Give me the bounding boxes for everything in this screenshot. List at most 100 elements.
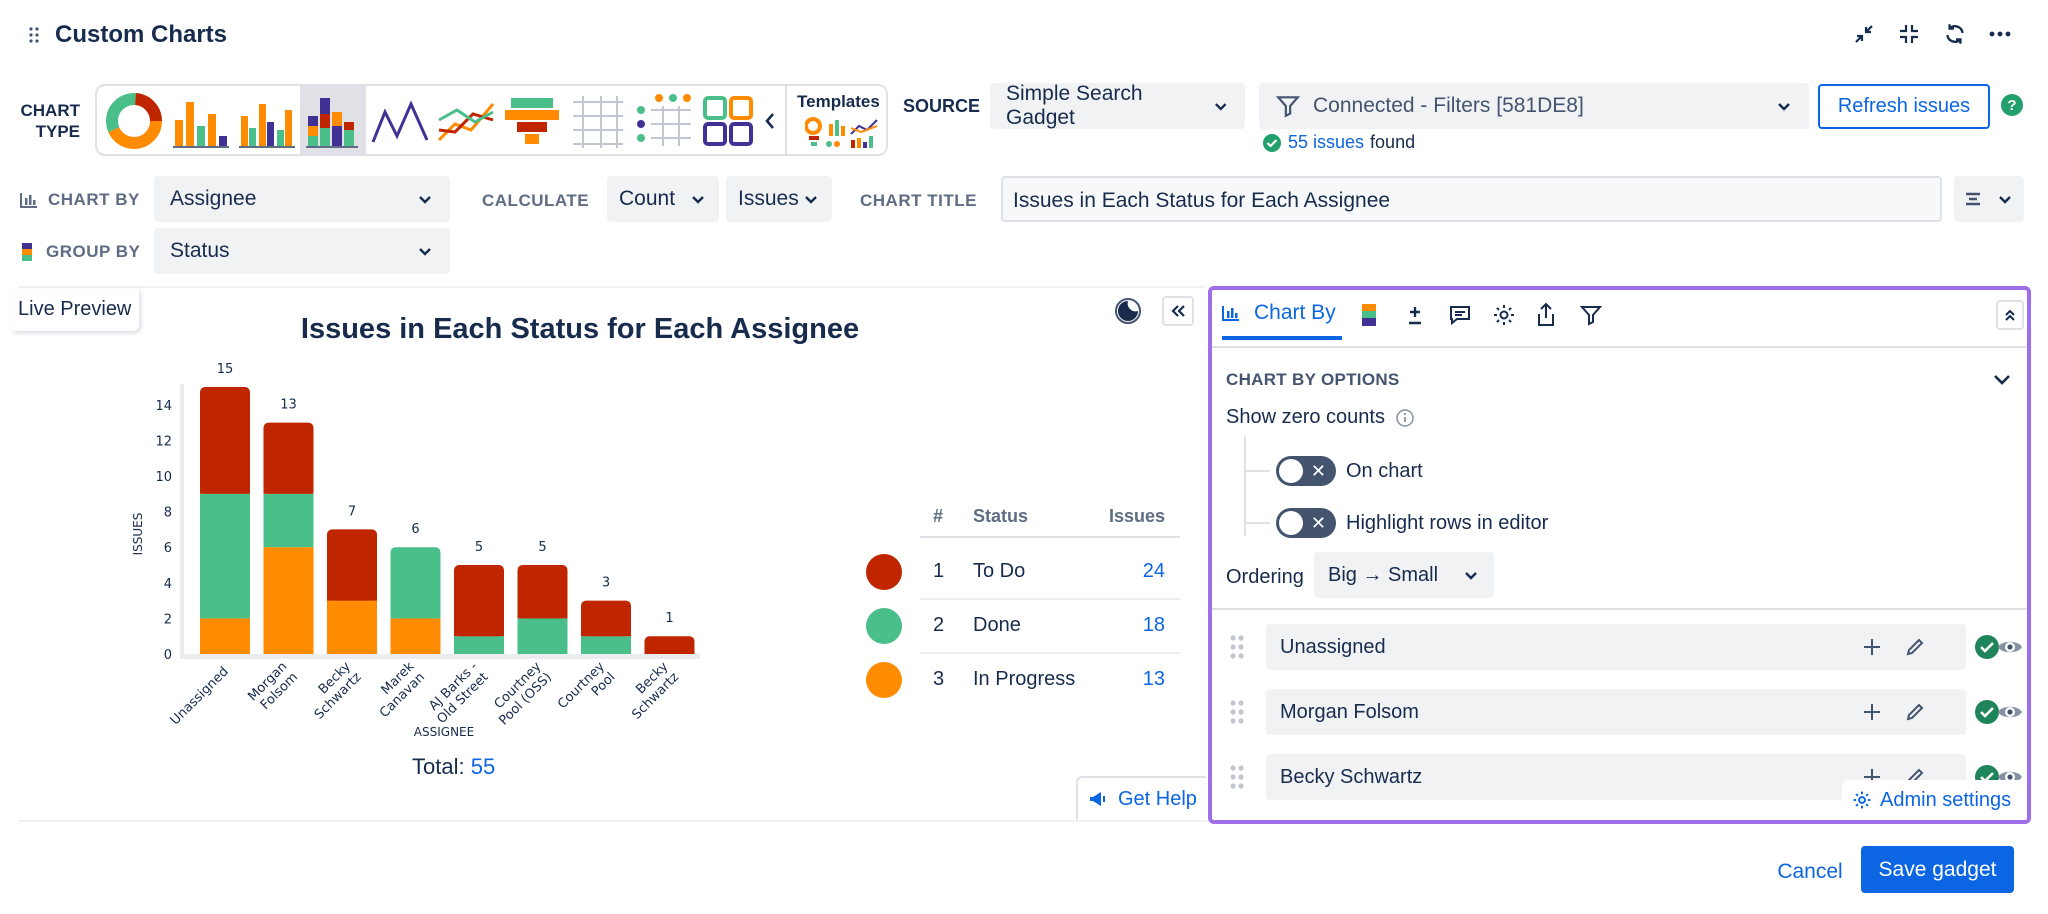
cancel-button[interactable]: Cancel [1777,860,1843,883]
plus-icon[interactable] [1861,636,1883,658]
bar-segment-fill [200,393,250,494]
legend-status: To Do [973,560,1026,582]
calculate-select[interactable]: Count [607,176,719,222]
tab-export[interactable] [1535,302,1557,333]
check-circle-icon[interactable] [1974,634,2000,660]
donut-chart-option[interactable] [103,90,165,152]
legend-status: Done [973,614,1021,636]
chart-svg: Issues in Each Status for Each Assignee 0… [131,313,859,739]
refresh-issues-button[interactable]: Refresh issues [1818,84,1990,129]
title-align-select[interactable] [1954,176,2024,222]
legend-swatch [866,554,902,590]
pencil-icon[interactable] [1904,636,1926,658]
legend-header-num: # [933,506,944,526]
section-chevron-icon[interactable] [1991,368,2013,395]
legend-issues[interactable]: 18 [1142,614,1165,636]
save-gadget-button[interactable]: Save gadget [1861,846,2014,893]
drag-handle-icon[interactable] [1229,634,1245,660]
eye-icon[interactable] [1996,701,2024,723]
tab-group-by[interactable] [1362,304,1376,331]
chevron-down-icon [1214,103,1226,111]
chevron-down-icon [419,248,431,256]
tab-settings[interactable] [1492,303,1516,332]
more-icon[interactable] [1986,20,2014,48]
source-select[interactable]: Simple Search Gadget [990,82,1245,129]
calculate-unit-value: Issues [738,187,799,210]
minimize-icon[interactable] [1850,20,1878,48]
item-field[interactable]: Morgan Folsom [1266,689,1966,735]
chevron-double-up-icon [2005,309,2015,321]
legend-issues[interactable]: 13 [1142,668,1165,690]
chart-type-label-line2: TYPE [35,122,80,141]
tab-filter[interactable] [1578,303,1604,332]
chevron-left-icon[interactable] [757,104,783,138]
show-zero-counts: Show zero counts [1226,406,1415,429]
group-by-select[interactable]: Status [154,228,450,274]
calculate-unit-select[interactable]: Issues [726,176,832,222]
refresh-icon[interactable] [1941,20,1969,48]
highlight-rows-label: Highlight rows in editor [1346,512,1549,534]
info-icon[interactable] [1395,408,1415,428]
tile-chart-option[interactable] [699,90,761,152]
ordering-label: Ordering [1226,566,1304,588]
filter-select[interactable]: Connected - Filters [581DE8] [1259,83,1809,129]
legend-issues[interactable]: 24 [1142,560,1165,582]
table-chart-option[interactable] [567,90,629,152]
x-tick-label: BeckySchwartz [619,659,683,723]
x-tick-label: MarekCanavan [366,659,428,721]
bar-total-label: 3 [602,576,610,591]
tab-calculate[interactable] [1406,304,1424,331]
chevron-down-icon [1465,572,1477,580]
check-circle-icon[interactable] [1974,699,2000,725]
stacked-bar-chart-option[interactable] [300,86,366,154]
collapse-icon[interactable] [1895,20,1923,48]
chart-title-input[interactable]: Issues in Each Status for Each Assignee [1001,176,1942,222]
panel-collapse-button[interactable] [1996,300,2024,330]
funnel-chart-option[interactable] [501,90,563,152]
theme-toggle-icon[interactable] [1113,296,1143,326]
plus-icon[interactable] [1861,701,1883,723]
line-chart-option[interactable] [369,90,431,152]
admin-settings-button[interactable]: Admin settings [1842,780,2026,820]
bar-segment [327,600,377,654]
chevron-down-icon [692,196,704,204]
align-center-icon [1966,192,1980,206]
two-dimensional-table-option[interactable] [633,90,695,152]
on-chart-toggle[interactable]: ✕ [1276,456,1336,486]
comment-icon [1450,306,1470,326]
eye-icon[interactable] [1996,766,2024,788]
bar-chart-option[interactable] [169,90,231,152]
bar-total-label: 5 [475,540,483,555]
eye-icon[interactable] [1996,636,2024,658]
chevron-down-icon [1999,196,2011,204]
bar-total-label: 7 [348,504,356,519]
multi-line-chart-option[interactable] [435,90,497,152]
grouped-bar-chart-option[interactable] [235,90,297,152]
issues-count-link[interactable]: 55 issues [1288,132,1365,152]
chart-by-select[interactable]: Assignee [154,176,450,222]
y-tick-label: 4 [164,577,172,592]
highlight-rows-toggle[interactable]: ✕ [1276,508,1336,538]
x-axis-label: ASSIGNEE [414,725,474,739]
bar-total-label: 6 [411,522,419,537]
bar-segment [263,547,314,654]
plus-minus-icon [1409,307,1421,325]
tab-labels[interactable] [1448,304,1472,331]
pencil-icon[interactable] [1904,701,1926,723]
filter-icon [1275,96,1301,118]
item-field[interactable]: Unassigned [1266,624,1966,670]
ordering-select[interactable]: Big → Small [1314,552,1494,598]
bar-segment [454,636,504,654]
legend-row-divider [920,598,1180,600]
drag-handle-icon[interactable] [28,26,40,49]
tab-chart-by[interactable]: Chart By [1222,290,1342,340]
help-icon[interactable]: ? [2001,94,2023,116]
get-help-button[interactable]: Get Help [1076,776,1206,820]
y-tick-label: 14 [155,399,172,414]
total-value[interactable]: 55 [470,754,496,779]
collapse-panel-icon[interactable] [1162,296,1194,326]
legend-header-row: # Status Issues [920,500,1180,538]
templates-option[interactable]: Templates [785,86,886,154]
drag-handle-icon[interactable] [1229,764,1245,790]
drag-handle-icon[interactable] [1229,699,1245,725]
